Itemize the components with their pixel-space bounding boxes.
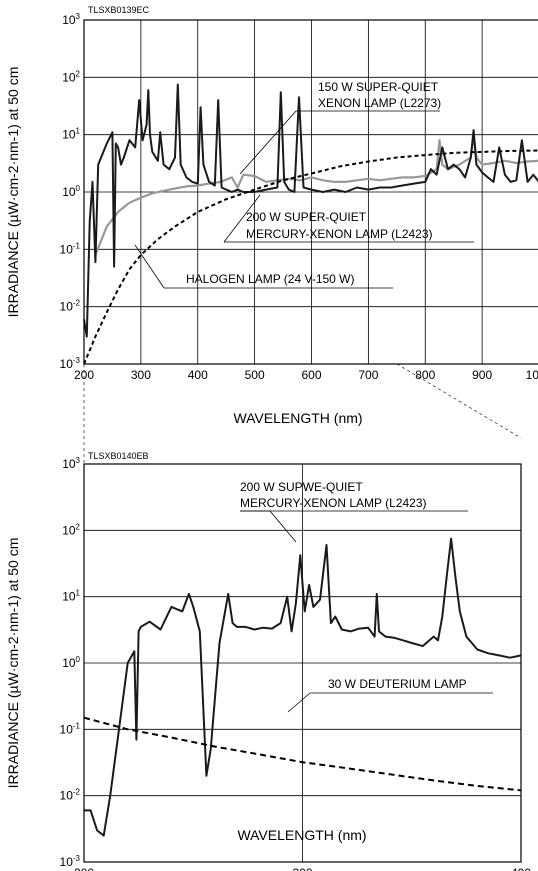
bottom-chart-x-ticks: 200 300 400	[74, 866, 531, 871]
top-annotation-hgxe-line1: 200 W SUPER-QUIET	[246, 210, 367, 224]
bottom-annotation-hgxe-line1: 200 W SUPWE-QUIET	[240, 480, 363, 494]
x-tick-label: 800	[415, 368, 435, 382]
series-line-mercury_xenon	[84, 537, 522, 837]
bottom-chart-ylabel: IRRADIANCE (µW·cm-2·nm-1) at 50 cm	[5, 538, 21, 789]
y-tick-label: 100	[62, 184, 80, 199]
bottom-annotation-hgxe-arrow	[269, 510, 297, 543]
y-tick-label: 103	[62, 12, 80, 27]
top-annotation-hgxe-arrow	[223, 194, 261, 243]
top-annotation-halogen-text: HALOGEN LAMP (24 V-150 W)	[186, 272, 355, 286]
x-tick-label: 500	[245, 368, 265, 382]
x-tick-label: 900	[472, 368, 492, 382]
x-tick-label: 200	[74, 866, 94, 871]
x-tick-label: 400	[188, 368, 208, 382]
x-tick-label: 300	[292, 866, 312, 871]
y-tick-label: 101	[62, 589, 80, 604]
top-chart-grid	[83, 19, 538, 365]
y-tick-label: 100	[62, 655, 80, 670]
x-tick-label: 400	[511, 866, 531, 871]
bottom-chart-frame	[83, 463, 522, 863]
y-tick-label: 102	[62, 522, 80, 537]
top-annotation-halogen: HALOGEN LAMP (24 V-150 W)	[134, 244, 393, 289]
y-tick-label: 103	[62, 456, 80, 471]
y-tick-label: 102	[62, 69, 80, 84]
bottom-chart-code: TLSXB0140EB	[88, 451, 149, 461]
top-chart-x-ticks: 200 300 400 500 600 700 800 900 1000	[74, 368, 538, 382]
y-tick-label: 10-1	[60, 721, 81, 736]
top-chart-xlabel: WAVELENGTH (nm)	[233, 410, 362, 426]
y-tick-label: 10-2	[60, 299, 81, 314]
y-tick-label: 101	[62, 127, 80, 142]
bottom-annotation-deuterium-text: 30 W DEUTERIUM LAMP	[328, 677, 467, 691]
zoom-guide-right	[396, 363, 522, 439]
x-tick-label: 1000	[526, 368, 538, 382]
top-annotation-xenon-line2: XENON LAMP (L2273)	[318, 96, 441, 110]
series-line-halogen	[83, 149, 538, 365]
top-chart-series	[83, 83, 538, 365]
bottom-chart-series	[83, 537, 522, 837]
top-annotation-xenon: 150 W SUPER-QUIET XENON LAMP (L2273)	[239, 80, 441, 175]
y-tick-label: 10-2	[60, 788, 81, 803]
top-annotation-hgxe-line2: MERCURY-XENON LAMP (L2423)	[246, 227, 433, 241]
top-chart-frame	[83, 19, 538, 365]
top-chart-code: TLSXB0139EC	[88, 5, 150, 15]
x-tick-label: 300	[131, 368, 151, 382]
top-annotation-mercury-xenon: 200 W SUPER-QUIET MERCURY-XENON LAMP (L2…	[223, 194, 474, 243]
y-tick-label: 10-1	[60, 241, 81, 256]
bottom-chart-grid	[83, 463, 522, 863]
bottom-annotation-hgxe-line2: MERCURY-XENON LAMP (L2423)	[240, 496, 427, 510]
top-annotation-xenon-line1: 150 W SUPER-QUIET	[318, 80, 439, 94]
bottom-chart-xlabel: WAVELENGTH (nm)	[237, 827, 366, 843]
x-tick-label: 700	[358, 368, 378, 382]
top-chart-ylabel: IRRADIANCE (µW·cm-2·nm-1) at 50 cm	[5, 67, 21, 318]
x-tick-label: 600	[301, 368, 321, 382]
top-annotation-halogen-arrow	[134, 244, 165, 289]
bottom-annotation-mercury-xenon: 200 W SUPWE-QUIET MERCURY-XENON LAMP (L2…	[240, 480, 468, 543]
series-line-deuterium	[83, 716, 522, 792]
bottom-annotation-deuterium: 30 W DEUTERIUM LAMP	[287, 677, 493, 713]
bottom-annotation-deuterium-arrow	[287, 692, 311, 713]
x-tick-label: 200	[74, 368, 94, 382]
series-line-mercury_xenon	[83, 83, 538, 338]
top-annotation-xenon-arrow	[239, 110, 297, 175]
